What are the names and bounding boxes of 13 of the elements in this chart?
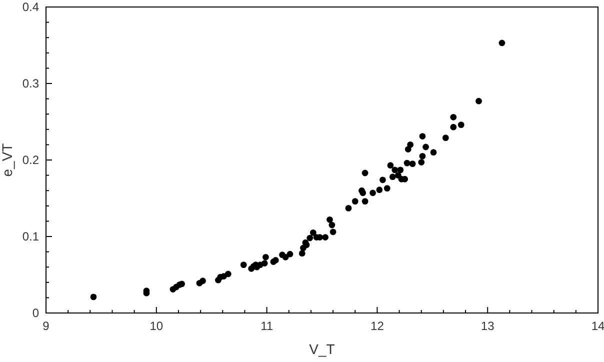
y-tick-label: 0.2 bbox=[22, 153, 40, 168]
x-tick-label: 10 bbox=[150, 319, 164, 333]
x-tick-label: 12 bbox=[370, 319, 384, 333]
x-tick-label: 9 bbox=[42, 319, 50, 333]
y-axis-title: e_VT bbox=[0, 142, 15, 177]
y-tick-label: 0.3 bbox=[22, 76, 40, 91]
y-tick-label: 0.4 bbox=[22, 0, 40, 14]
x-tick-label: 14 bbox=[591, 319, 604, 333]
x-tick-label: 11 bbox=[260, 319, 274, 333]
x-tick-label: 13 bbox=[480, 319, 495, 333]
y-tick-label: 0 bbox=[32, 306, 40, 320]
x-axis-title: V_T bbox=[309, 341, 336, 357]
y-tick-label: 0.1 bbox=[22, 230, 40, 244]
